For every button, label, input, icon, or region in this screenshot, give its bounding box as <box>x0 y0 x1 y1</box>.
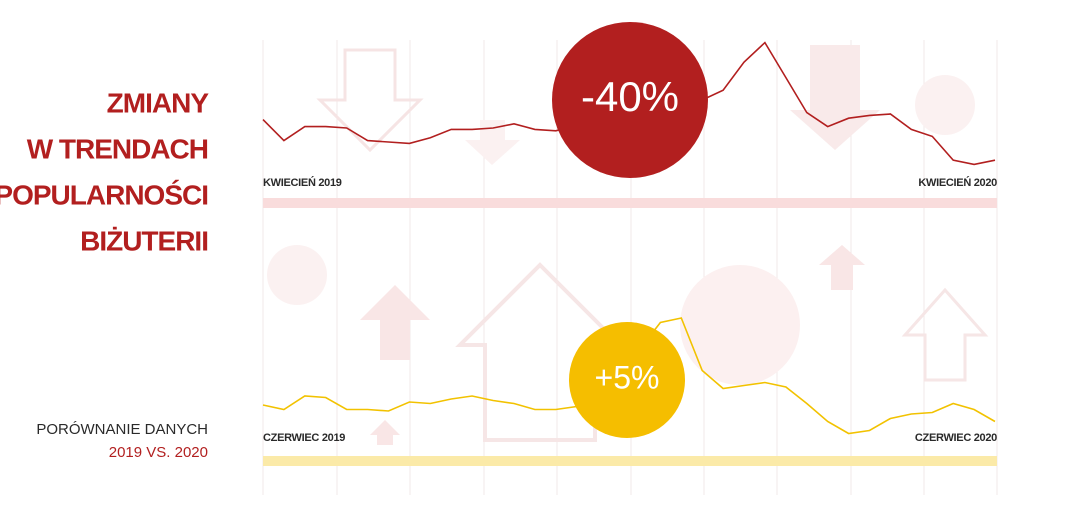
annotation-circle <box>569 322 685 438</box>
x-tick-label: KWIECIEŃ 2019 <box>263 176 342 189</box>
x-tick-label: CZERWIEC 2019 <box>263 432 345 444</box>
subtitle-line: PORÓWNANIE DANYCH <box>36 421 208 438</box>
annotation: -40% <box>581 73 679 120</box>
title-line: ZMIANY <box>107 87 210 118</box>
title-line: BIŻUTERII <box>80 225 208 256</box>
subtitle-line: 2019 VS. 2020 <box>109 444 208 461</box>
x-tick-label: CZERWIEC 2020 <box>915 432 997 444</box>
x-tick-label: KWIECIEŃ 2020 <box>918 176 997 189</box>
header: ZMIANY W TRENDACH POPULARNOŚCI BIŻUTERII… <box>0 87 210 461</box>
annotation-circle <box>552 22 708 178</box>
band <box>263 456 997 466</box>
title-line: W TRENDACH <box>27 133 208 164</box>
annotation: +5% <box>595 359 660 395</box>
band <box>263 198 997 208</box>
title-line: POPULARNOŚCI <box>0 179 208 210</box>
